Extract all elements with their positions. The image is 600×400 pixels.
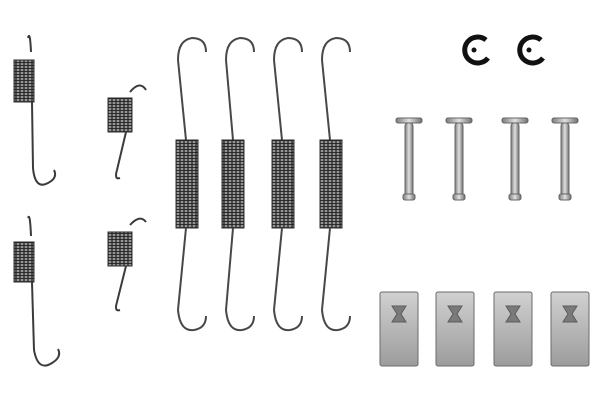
torsion-spring-bottom (107, 217, 147, 312)
spring-cap-2 (435, 291, 475, 367)
hook-spring-left-top (13, 34, 57, 186)
spring-cap-3 (493, 291, 533, 367)
hook-spring-left-bottom (13, 215, 61, 367)
hold-down-pin-3 (501, 117, 529, 201)
long-spring-4 (319, 36, 351, 332)
spring-cap-1 (379, 291, 419, 367)
torsion-spring-top (107, 84, 147, 180)
long-spring-3 (271, 36, 303, 332)
long-spring-1 (175, 36, 207, 332)
long-spring-2 (221, 36, 255, 332)
e-clip-left (462, 34, 490, 66)
hold-down-pin-2 (445, 117, 473, 201)
hold-down-pin-1 (395, 117, 423, 201)
e-clip-right (517, 34, 545, 66)
spring-cap-4 (550, 291, 590, 367)
hold-down-pin-4 (551, 117, 579, 201)
